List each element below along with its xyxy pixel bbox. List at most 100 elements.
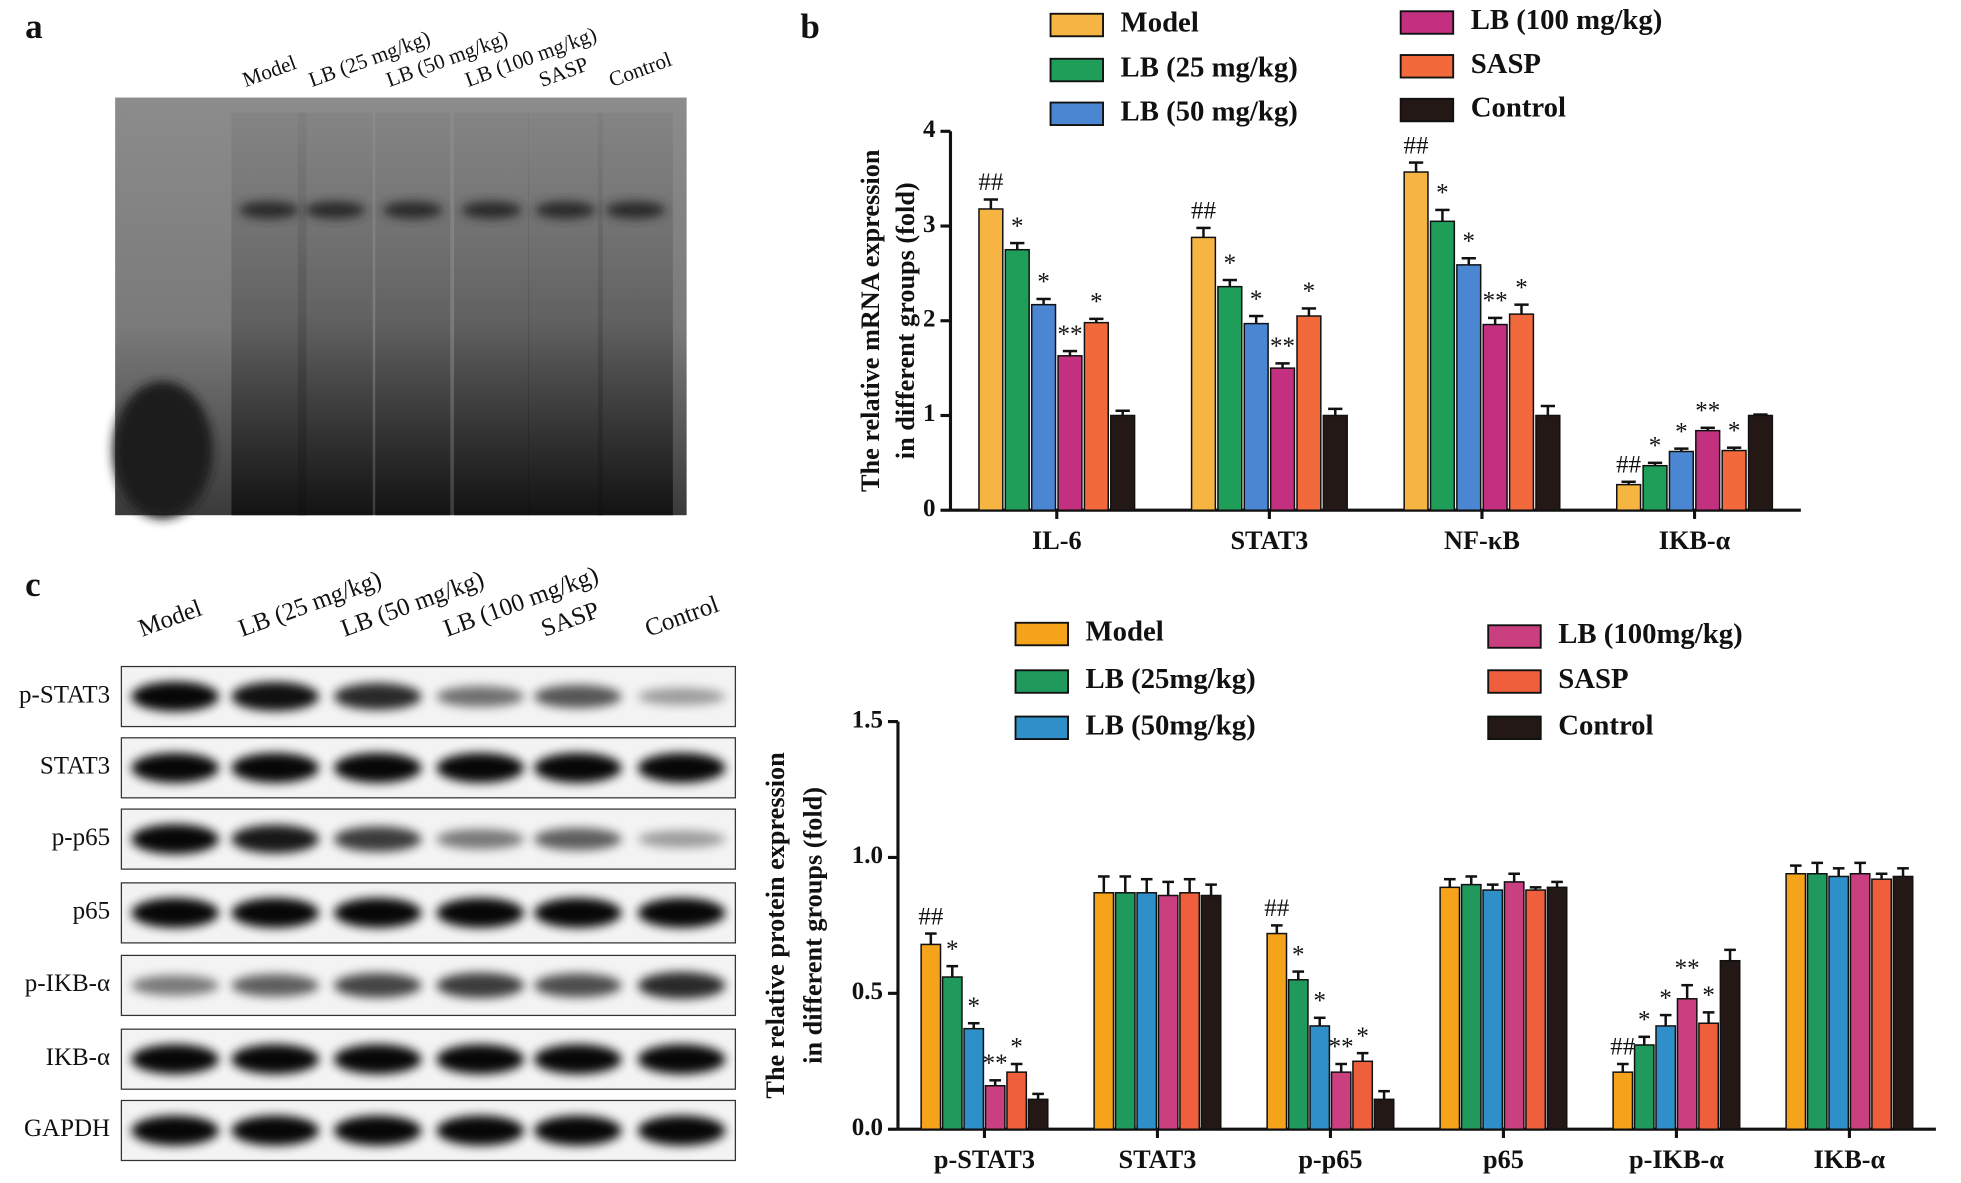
row-label: p-p65	[52, 824, 110, 851]
legend-swatch	[1049, 57, 1104, 83]
bar	[1892, 875, 1914, 1130]
y-tick-label: 3	[923, 211, 936, 238]
bar	[1110, 414, 1136, 511]
legend-label: LB (25mg/kg)	[1086, 663, 1256, 695]
error-bar	[1036, 297, 1051, 305]
error-bar	[1832, 867, 1845, 877]
error-bar	[1356, 1051, 1369, 1062]
blot-band	[534, 897, 622, 928]
error-bar	[1811, 861, 1824, 874]
x-tick-label: IKB-α	[1814, 1145, 1886, 1174]
legend-swatch	[1049, 101, 1104, 126]
error-bar	[1616, 1062, 1629, 1073]
legend-label: LB (50 mg/kg)	[1121, 95, 1298, 127]
error-bar	[1062, 349, 1078, 356]
bar	[1114, 892, 1136, 1130]
bar	[984, 1084, 1006, 1130]
significance-label: ##	[1616, 452, 1642, 479]
bar	[920, 943, 942, 1130]
significance-label: **	[1695, 398, 1720, 425]
blot-band	[534, 684, 622, 709]
error-bar	[946, 964, 959, 978]
significance-label: *	[1728, 417, 1740, 444]
x-tick-label: STAT3	[1230, 526, 1308, 555]
gel-lane	[297, 112, 373, 516]
blot-strip	[120, 954, 737, 1017]
significance-label: ##	[978, 169, 1004, 196]
error-bar	[1621, 480, 1636, 485]
error-bar	[1328, 407, 1343, 416]
significance-label: *	[1356, 1023, 1368, 1050]
y-tick-label: 2	[923, 305, 936, 332]
significance-label: *	[1010, 1034, 1023, 1061]
x-tick-label: STAT3	[1119, 1145, 1197, 1174]
error-bar	[1010, 1062, 1023, 1073]
gel-band	[605, 201, 666, 219]
bar	[1373, 1098, 1395, 1130]
bar	[1296, 315, 1322, 511]
significance-label: *	[1649, 433, 1661, 460]
significance-label: ##	[1191, 198, 1217, 225]
gel-lane	[527, 112, 603, 516]
significance-label: *	[1515, 274, 1527, 301]
error-bar	[989, 1079, 1001, 1086]
significance-label: ##	[918, 903, 944, 930]
error-bar	[1702, 1011, 1715, 1024]
bar	[1006, 1071, 1028, 1130]
x-tick-label: NF-κB	[1444, 526, 1520, 555]
blot-band	[333, 752, 422, 783]
significance-label: *	[967, 993, 980, 1020]
significance-label: *	[1037, 269, 1050, 296]
x-tick-label: p65	[1483, 1145, 1524, 1174]
error-bar	[1010, 241, 1025, 250]
legend-label: Control	[1558, 709, 1653, 741]
bar	[1535, 414, 1561, 511]
blot-band	[131, 1044, 219, 1075]
bar	[1676, 998, 1698, 1130]
legend-swatch	[1399, 10, 1455, 35]
blot-band	[131, 975, 219, 996]
error-bar	[1789, 864, 1802, 874]
significance-label: *	[1702, 982, 1714, 1009]
significance-label: *	[1303, 278, 1315, 305]
blot-strip	[120, 665, 737, 728]
bar	[1695, 429, 1721, 511]
bar	[1655, 1025, 1677, 1130]
bar	[1828, 875, 1850, 1130]
error-bar	[1854, 861, 1866, 874]
blot-band	[231, 1115, 319, 1146]
bar	[1642, 464, 1668, 511]
x-tick-label: p-STAT3	[934, 1145, 1035, 1174]
error-bar	[1140, 877, 1153, 893]
legend-label: LB (100mg/kg)	[1558, 618, 1743, 650]
error-bar	[1162, 880, 1174, 896]
error-bar	[1222, 278, 1237, 287]
significance-label: *	[946, 936, 959, 963]
blot-band	[231, 824, 319, 854]
error-bar	[1659, 1013, 1672, 1026]
error-bar	[1897, 867, 1909, 877]
bar	[1849, 873, 1871, 1130]
legend-swatch	[1014, 621, 1069, 647]
y-axis-label: in different groups (fold)	[891, 182, 920, 459]
blot-band	[436, 686, 525, 708]
western-blot: Model LB (25 mg/kg)LB (50 mg/kg)LB (100 m…	[19, 562, 737, 1162]
error-bar	[1529, 886, 1542, 891]
error-bar	[1647, 461, 1663, 466]
bar	[1719, 959, 1741, 1130]
blot-band	[231, 974, 319, 997]
y-axis-label: in different groups (fold)	[798, 787, 827, 1064]
bar	[1785, 873, 1807, 1130]
error-bar	[1638, 1035, 1651, 1045]
blot-band	[436, 1044, 525, 1075]
blot-band	[231, 752, 319, 783]
bar	[1871, 878, 1893, 1130]
error-bar	[1098, 875, 1110, 893]
legend-swatch	[1487, 624, 1542, 649]
significance-label: *	[1675, 418, 1687, 445]
error-bar	[1271, 924, 1283, 934]
error-bar	[1681, 983, 1693, 999]
blot-band	[333, 1044, 422, 1075]
error-bar	[1724, 948, 1736, 961]
significance-label: **	[1483, 288, 1508, 315]
